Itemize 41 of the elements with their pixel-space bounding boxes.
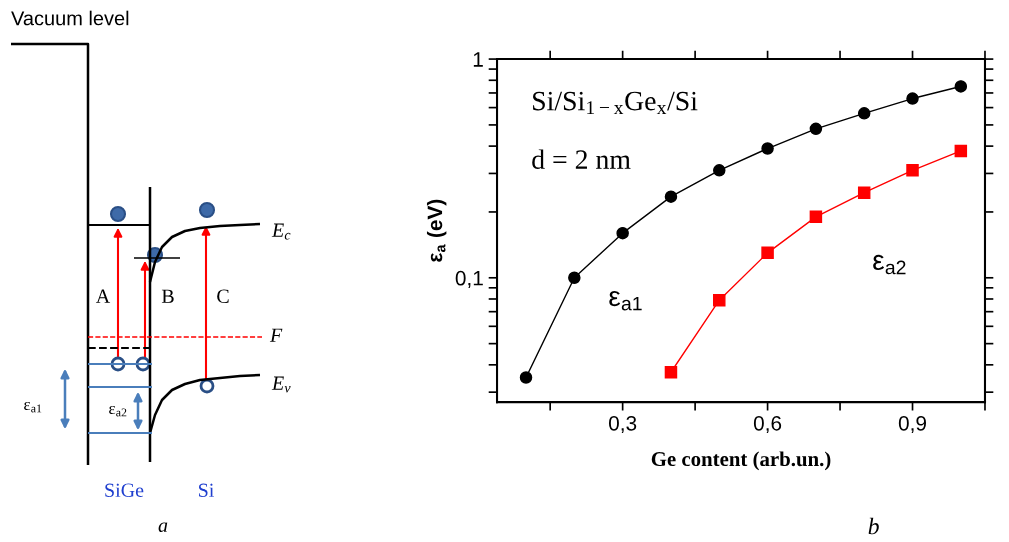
text: C xyxy=(217,289,229,304)
annotation: d = 2 nm xyxy=(532,149,631,169)
text: b xyxy=(868,517,879,535)
text: Vacuum level xyxy=(11,10,129,26)
text: ε$_{a2}$ xyxy=(873,254,906,275)
point xyxy=(906,92,919,105)
x-axis-title: Ge content (arb.un.) xyxy=(651,451,831,471)
x-tick-label: 0,3 xyxy=(608,415,637,434)
text: F xyxy=(269,328,283,342)
text: ε$_{a1}$ xyxy=(24,401,42,413)
point xyxy=(857,186,871,199)
x-tick-label: 0,6 xyxy=(753,415,782,434)
text: E$_{c}$ xyxy=(271,223,291,240)
series-label: ε$_{a1}$ xyxy=(609,290,642,311)
x-tick-label: 0,9 xyxy=(898,415,927,434)
text: A xyxy=(95,289,111,303)
point xyxy=(809,210,823,224)
point xyxy=(519,371,533,384)
point xyxy=(761,246,774,260)
annotation: Si/Si$_{1−x}$Ge$_{x}$/Si xyxy=(533,91,698,114)
point xyxy=(906,164,919,177)
point xyxy=(713,164,726,177)
point xyxy=(761,142,774,155)
point xyxy=(568,271,581,285)
point xyxy=(664,190,678,203)
point xyxy=(857,107,871,120)
point xyxy=(809,122,823,136)
text: ε$_{a2}$ xyxy=(109,405,127,417)
y-tick-label: 0,1 xyxy=(455,270,483,289)
text: E$_{v}$ xyxy=(271,376,291,393)
text: SiGe xyxy=(105,483,144,498)
y-tick-label: 1 xyxy=(473,52,483,67)
text: Si xyxy=(199,483,214,498)
point xyxy=(616,226,629,240)
text: a xyxy=(158,522,168,533)
point xyxy=(954,80,968,93)
point xyxy=(713,293,726,307)
text: B xyxy=(161,289,174,303)
y-axis-title: ε$_{a}$ (eV) xyxy=(426,199,447,262)
point xyxy=(954,144,968,158)
point xyxy=(664,365,678,379)
